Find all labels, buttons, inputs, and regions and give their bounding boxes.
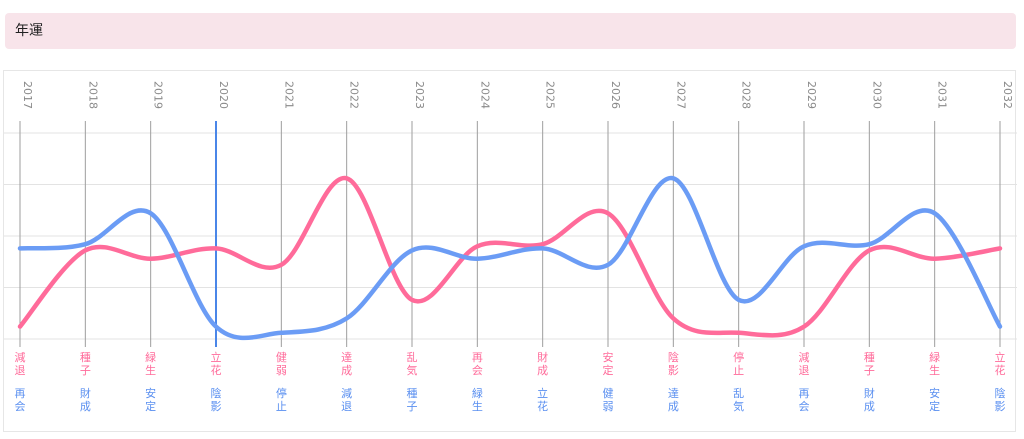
fortune-label: 減 [799,350,810,364]
fortune-label: 減 [341,386,352,400]
fortune-label: 子 [407,400,418,413]
x-tick-label: 2018 [86,81,99,109]
x-tick-label: 2020 [217,81,230,109]
fortune-label: 財 [80,386,91,400]
fortune-label: 成 [341,364,352,377]
x-tick-label: 2023 [413,81,426,109]
fortune-label: 安 [145,386,156,400]
fortune-label: 影 [995,400,1006,413]
fortune-label: 達 [341,351,352,364]
x-tick-label: 2025 [544,81,557,109]
fortune-label: 停 [276,386,287,400]
fortune-label: 生 [929,363,940,377]
fortune-label: 影 [211,400,222,413]
fortune-label: 緑 [145,350,156,364]
fortune-label: 緑 [929,350,940,364]
fortune-label: 再 [799,387,810,400]
annual-fortune-chart: 2017 2018 2019 2020 2021 2022 2023 2024 2025 2026… [4,81,1017,413]
fortune-label: 花 [995,364,1006,377]
fortune-label: 立 [211,350,222,364]
fortune-label: 再 [472,351,483,364]
fortune-label: 気 [733,399,744,413]
fortune-label: 会 [15,400,26,413]
fortune-label: 種 [407,386,418,400]
fortune-label: 緑 [472,386,483,400]
fortune-label: 成 [80,400,91,413]
fortune-label: 定 [603,363,614,377]
fortune-label: 生 [145,363,156,377]
fortune-label: 健 [276,351,287,364]
x-tick-label: 2017 [21,81,34,109]
fortune-label: 成 [864,400,875,413]
fortune-label: 立 [537,386,548,400]
fortune-label: 止 [276,400,287,413]
fortune-label: 陰 [995,386,1006,400]
chart-card: 2017 2018 2019 2020 2021 2022 2023 2024 2025 2026… [3,70,1017,432]
fortune-label: 定 [145,399,156,413]
fortune-label: 子 [80,364,91,377]
fortune-label: 定 [929,399,940,413]
x-tick-label: 2031 [936,81,949,109]
fortune-label: 子 [864,364,875,377]
fortune-label: 花 [211,364,222,377]
fortune-label: 花 [537,400,548,413]
fortune-label: 止 [733,364,744,377]
fortune-label: 財 [864,386,875,400]
fortune-label: 会 [472,364,483,377]
fortune-label: 弱 [603,400,614,413]
fortune-label: 陰 [668,350,679,364]
fortune-label: 健 [603,387,614,400]
x-tick-label: 2019 [152,81,165,109]
x-tick-label: 2029 [805,81,818,109]
x-tick-label: 2024 [478,81,491,109]
x-tick-label: 2026 [609,81,622,109]
fortune-label: 影 [668,364,679,377]
section-header: 年運 [5,13,1016,49]
x-tick-label: 2028 [740,81,753,109]
fortune-label: 安 [929,386,940,400]
fortune-label: 成 [668,400,679,413]
x-tick-label: 2027 [674,81,687,109]
fortune-label: 財 [537,350,548,364]
fortune-label: 乱 [733,387,744,400]
fortune-label: 再 [15,387,26,400]
x-tick-label: 2022 [348,81,361,109]
fortune-label: 達 [668,387,679,400]
fortune-label: 成 [537,364,548,377]
fortune-label: 減 [15,350,26,364]
fortune-label: 安 [603,350,614,364]
fortune-label: 停 [733,350,744,364]
fortune-label: 陰 [211,386,222,400]
fortune-label: 退 [15,364,26,377]
fortune-label: 弱 [276,364,287,377]
fortune-label: 退 [341,400,352,413]
fortune-label: 生 [472,399,483,413]
x-tick-label: 2032 [1001,81,1014,109]
fortune-label: 気 [407,363,418,377]
fortune-label: 種 [864,350,875,364]
x-tick-label: 2030 [870,81,883,109]
series-line-2 [17,176,1003,341]
x-tick-label: 2021 [282,81,295,109]
fortune-label: 乱 [407,351,418,364]
fortune-label: 立 [995,350,1006,364]
fortune-label: 種 [80,350,91,364]
fortune-label: 退 [799,364,810,377]
series-line-1 [17,176,1003,338]
fortune-label: 会 [799,400,810,413]
section-title: 年運 [15,23,43,39]
